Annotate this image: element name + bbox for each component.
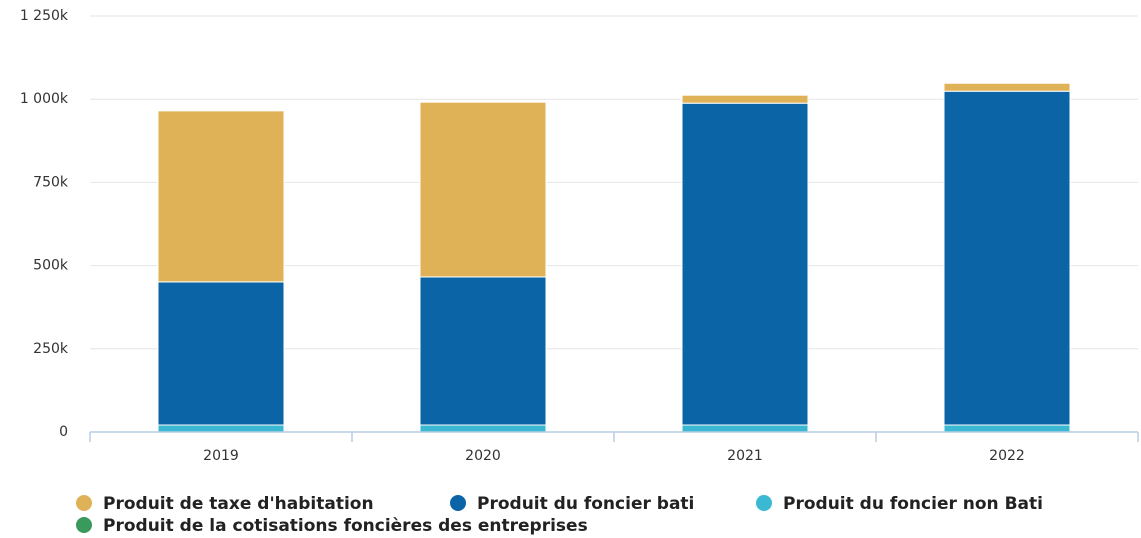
bar-segment <box>419 276 547 426</box>
legend-label: Produit de taxe d'habitation <box>103 494 374 514</box>
y-tick-label: 0 <box>59 424 68 440</box>
legend-label: Produit de la cotisations foncières des … <box>103 516 588 536</box>
y-tick-label: 500k <box>33 258 69 274</box>
bar-segment <box>943 424 1071 433</box>
bar-segment <box>943 90 1071 426</box>
bar-segment <box>419 424 547 433</box>
bar-segment <box>157 424 285 433</box>
legend-label: Produit du foncier non Bati <box>783 494 1043 514</box>
bar-segment <box>681 102 809 426</box>
bar-segment <box>943 82 1071 92</box>
y-tick-label: 750k <box>33 174 69 190</box>
x-tick-label: 2019 <box>203 448 239 464</box>
legend-label: Produit du foncier bati <box>477 494 694 514</box>
bar-segment <box>419 101 547 278</box>
bar-segment <box>681 424 809 433</box>
legend-marker <box>76 495 92 511</box>
x-tick-label: 2021 <box>727 448 763 464</box>
x-tick-label: 2022 <box>989 448 1025 464</box>
y-tick-label: 1 000k <box>20 91 69 107</box>
bar-segment <box>157 281 285 426</box>
x-tick-label: 2020 <box>465 448 501 464</box>
bar-segment <box>157 110 285 283</box>
y-tick-label: 250k <box>33 341 69 357</box>
y-tick-label: 1 250k <box>20 8 69 24</box>
legend-marker <box>450 495 466 511</box>
legend-marker <box>76 517 92 533</box>
legend-marker <box>756 495 772 511</box>
bar-segment <box>681 94 809 104</box>
